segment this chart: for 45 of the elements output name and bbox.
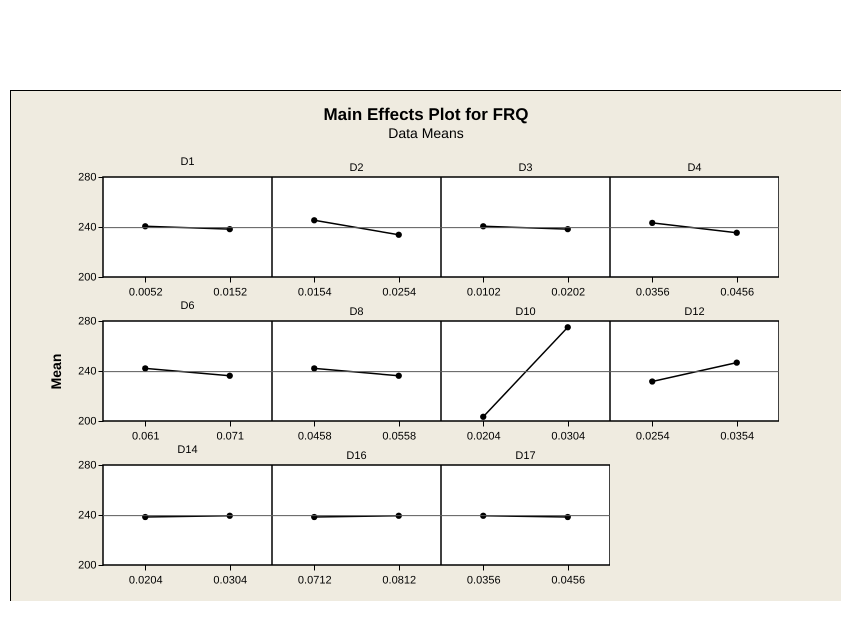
x-tick-label: 0.0254 xyxy=(382,286,416,298)
x-tick-label: 0.0154 xyxy=(298,286,332,298)
y-tick-label: 280 xyxy=(78,460,96,472)
x-tick-label: 0.0456 xyxy=(551,574,586,586)
chart-title: D8 xyxy=(349,306,364,318)
x-tick-label: 0.0152 xyxy=(213,286,248,298)
chart-title: D2 xyxy=(349,162,364,174)
chart-title: D16 xyxy=(346,450,367,462)
x-tick-label: 0.0812 xyxy=(382,574,416,586)
x-tick-label: 0.0356 xyxy=(466,574,501,586)
x-tick-label: 0.0354 xyxy=(720,430,754,442)
x-tick-label: 0.0204 xyxy=(128,574,163,586)
y-tick-label: 200 xyxy=(78,560,96,572)
chart-title: D3 xyxy=(518,162,533,174)
x-tick-label: 0.0102 xyxy=(466,286,501,298)
x-tick-label: 0.061 xyxy=(132,430,160,442)
x-tick-label: 0.0254 xyxy=(636,430,670,442)
x-tick-label: 0.0456 xyxy=(720,286,754,298)
x-tick-label: 0.0304 xyxy=(551,430,586,442)
y-tick-label: 240 xyxy=(78,222,96,234)
y-tick-label: 280 xyxy=(78,316,96,328)
x-tick-label: 0.0202 xyxy=(551,286,586,298)
chart-title: D12 xyxy=(684,306,705,318)
y-tick-label: 200 xyxy=(78,416,96,428)
y-tick-label: 200 xyxy=(78,272,96,284)
x-tick-label: 0.0204 xyxy=(466,430,501,442)
text: Data Means xyxy=(387,125,465,141)
y-tick-label: 280 xyxy=(78,172,96,184)
x-tick-label: 0.0356 xyxy=(636,286,670,298)
chart-title: D4 xyxy=(687,162,702,174)
y-axis-title: Mean xyxy=(48,354,64,390)
x-tick-label: 0.0052 xyxy=(128,286,163,298)
text: Main Effects Plot for FRQ xyxy=(322,105,530,125)
x-tick-label: 0.0558 xyxy=(382,430,416,442)
x-tick-label: 0.0304 xyxy=(213,574,248,586)
chart-title: D17 xyxy=(515,450,536,462)
chart-title: D10 xyxy=(515,306,536,318)
chart-title: D1 xyxy=(180,156,195,168)
x-tick-label: 0.071 xyxy=(216,430,244,442)
y-tick-label: 240 xyxy=(78,366,96,378)
chart-title: D6 xyxy=(180,300,195,312)
x-tick-label: 0.0458 xyxy=(298,430,332,442)
chart-title: D14 xyxy=(177,444,198,456)
x-tick-label: 0.0712 xyxy=(298,574,332,586)
y-tick-label: 240 xyxy=(78,510,96,522)
